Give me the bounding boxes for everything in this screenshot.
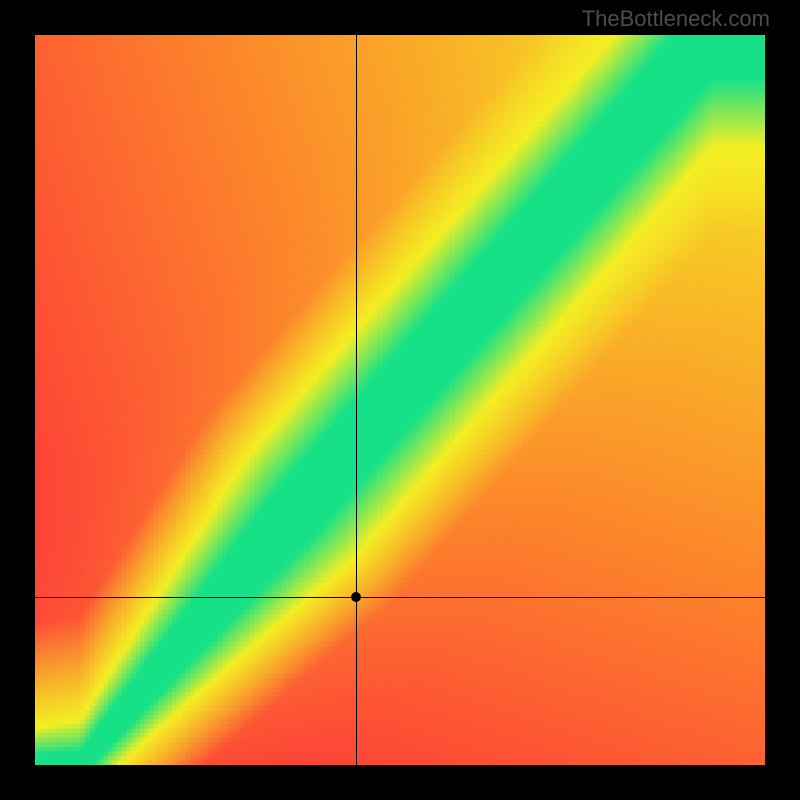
crosshair-vertical <box>356 35 357 765</box>
crosshair-horizontal <box>35 597 765 598</box>
watermark-text: TheBottleneck.com <box>582 6 770 32</box>
heatmap-canvas <box>35 35 765 765</box>
chart-container: TheBottleneck.com <box>0 0 800 800</box>
crosshair-marker <box>351 592 361 602</box>
heatmap-plot <box>35 35 765 765</box>
